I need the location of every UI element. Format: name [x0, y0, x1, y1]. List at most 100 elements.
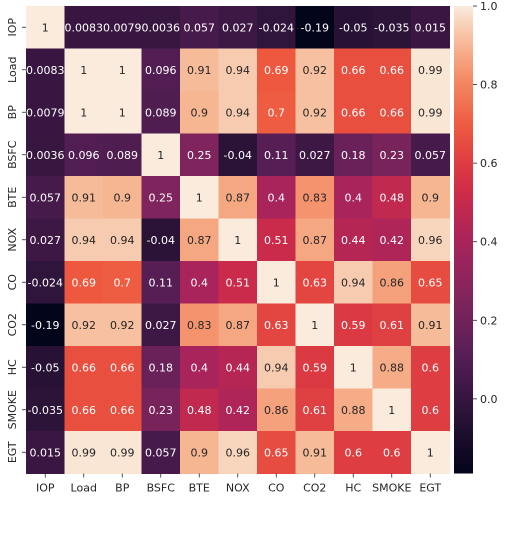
y-axis-ticks: IOP Load BP BSFC BTE NOX CO CO2 HC SMOKE EGT: [6, 18, 26, 463]
heatmap-cell-BTE-BP: [103, 176, 142, 219]
cell-value-label-CO2-HC: 0.59: [341, 319, 366, 332]
heatmap-cell-NOX-HC: [334, 218, 373, 262]
heatmap-cell-Load-BP: [103, 48, 142, 92]
colorbar-tick-label-4: 0.8: [480, 79, 498, 92]
cell-value-label-HC-CO: 0.94: [264, 361, 289, 374]
cell-value-label-BSFC-CO2: 0.027: [299, 149, 331, 162]
heatmap-cell-HC-BP: [103, 346, 142, 389]
heatmap-cell-NOX-Load: [64, 218, 104, 262]
cell-value-label-CO-BP: 0.7: [114, 276, 132, 289]
cell-value-label-IOP-NOX: 0.027: [222, 21, 254, 34]
heatmap-cell-SMOKE-CO: [257, 388, 296, 432]
heatmap-cell-HC-IOP: [26, 346, 65, 389]
heatmap-cell-SMOKE-BSFC: [141, 388, 181, 432]
cell-value-label-CO-CO2: 0.63: [303, 276, 328, 289]
y-tick-label-CO2: CO2: [6, 313, 19, 336]
heatmap-cell-NOX-EGT: [411, 218, 450, 262]
heatmap-cell-BTE-BTE: [180, 176, 219, 219]
cell-value-label-CO-NOX: 0.51: [226, 276, 251, 289]
cell-value-label-Load-EGT: 0.99: [418, 64, 443, 77]
heatmap-cell-BP-SMOKE: [372, 91, 412, 134]
heatmap-cell-EGT-BTE: [180, 431, 219, 474]
heatmap-cell-SMOKE-BP: [103, 388, 142, 432]
heatmap-cell-BSFC-EGT: [411, 133, 450, 177]
heatmap-cell-CO2-Load: [64, 303, 104, 347]
cell-value-label-HC-BSFC: 0.18: [149, 361, 174, 374]
x-tick-label-BP: BP: [115, 482, 130, 495]
cell-value-label-BSFC-NOX: -0.04: [224, 149, 252, 162]
heatmap-cell-NOX-CO: [257, 218, 296, 262]
heatmap-cell-EGT-HC: [334, 431, 373, 474]
y-tick-label-SMOKE: SMOKE: [6, 390, 19, 429]
heatmap-cell-BTE-SMOKE: [372, 176, 412, 219]
heatmap-cell-BP-HC: [334, 91, 373, 134]
heatmap-cell-NOX-SMOKE: [372, 218, 412, 262]
x-tick-label-BSFC: BSFC: [147, 482, 176, 495]
heatmap-cell-SMOKE-NOX: [218, 388, 258, 432]
y-tick-label-NOX: NOX: [6, 227, 19, 251]
cell-value-label-CO-EGT: 0.65: [418, 276, 443, 289]
heatmap-cell-NOX-BTE: [180, 218, 219, 262]
cell-value-label-NOX-IOP: 0.027: [30, 234, 62, 247]
heatmap-cell-BP-NOX: [218, 91, 258, 134]
cell-value-label-IOP-BTE: 0.057: [184, 21, 216, 34]
colorbar-tick-label-1: 0.2: [480, 314, 498, 327]
heatmap-cell-CO-HC: [334, 261, 373, 304]
heatmap-cell-EGT-CO: [257, 431, 296, 474]
heatmap-cell-BP-BTE: [180, 91, 219, 134]
cell-value-label-Load-CO2: 0.92: [303, 64, 328, 77]
cell-value-label-NOX-BTE: 0.87: [187, 234, 212, 247]
heatmap-cell-EGT-Load: [64, 431, 104, 474]
heatmap-cell-IOP-CO2: [295, 6, 335, 49]
cell-value-label-IOP-HC: -0.05: [339, 21, 367, 34]
heatmap-cell-SMOKE-HC: [334, 388, 373, 432]
cell-value-label-BSFC-BTE: 0.25: [187, 149, 212, 162]
cell-value-label-Load-HC: 0.66: [341, 64, 366, 77]
heatmap-cell-Load-IOP: [26, 48, 65, 92]
heatmap-cell-SMOKE-EGT: [411, 388, 450, 432]
cell-value-label-SMOKE-HC: 0.88: [341, 404, 366, 417]
heatmap-cell-CO2-BTE: [180, 303, 219, 347]
cell-value-label-BTE-CO: 0.4: [268, 191, 286, 204]
heatmap-cell-IOP-BSFC: [141, 6, 181, 49]
heatmap-cell-EGT-BSFC: [141, 431, 181, 474]
x-tick-label-Load: Load: [71, 482, 97, 495]
heatmap-cell-BSFC-HC: [334, 133, 373, 177]
cell-value-label-BTE-HC: 0.4: [345, 191, 363, 204]
cell-value-label-SMOKE-Load: 0.66: [72, 404, 97, 417]
heatmap-cell-HC-NOX: [218, 346, 258, 389]
heatmap-cell-BSFC-BTE: [180, 133, 219, 177]
cell-value-label-HC-NOX: 0.44: [226, 361, 251, 374]
cell-value-label-SMOKE-CO2: 0.61: [303, 404, 328, 417]
cell-value-label-NOX-SMOKE: 0.42: [380, 234, 405, 247]
y-tick-label-IOP: IOP: [6, 18, 19, 37]
cell-value-label-SMOKE-BTE: 0.48: [187, 404, 212, 417]
cell-value-label-SMOKE-BSFC: 0.23: [149, 404, 174, 417]
y-tick-label-HC: HC: [6, 359, 19, 375]
y-tick-label-BTE: BTE: [6, 187, 19, 208]
cell-value-label-CO2-BP: 0.92: [110, 319, 135, 332]
heatmap-cell-IOP-SMOKE: [372, 6, 412, 49]
cell-value-label-BP-NOX: 0.94: [226, 106, 251, 119]
heatmap-cell-Load-CO2: [295, 48, 335, 92]
heatmap-cell-BP-BSFC: [141, 91, 181, 134]
heatmap-cell-CO-NOX: [218, 261, 258, 304]
heatmap-cell-IOP-IOP: [26, 6, 65, 49]
cell-value-label-EGT-NOX: 0.96: [226, 446, 251, 459]
heatmap-cell-CO-BTE: [180, 261, 219, 304]
cell-value-label-BSFC-HC: 0.18: [341, 149, 366, 162]
x-tick-label-NOX: NOX: [226, 482, 250, 495]
cell-value-label-BP-HC: 0.66: [341, 106, 366, 119]
cell-value-label-IOP-CO: -0.024: [259, 21, 294, 34]
colorbar-gradient: [454, 6, 473, 474]
cell-value-label-SMOKE-BP: 0.66: [110, 404, 135, 417]
heatmap-cell-EGT-IOP: [26, 431, 65, 474]
cell-value-label-CO2-IOP: -0.19: [31, 319, 59, 332]
heatmap-cell-IOP-CO: [257, 6, 296, 49]
cell-value-label-Load-CO: 0.69: [264, 64, 289, 77]
cell-value-label-BTE-IOP: 0.057: [30, 191, 62, 204]
heatmap-cell-IOP-NOX: [218, 6, 258, 49]
heatmap-cell-SMOKE-CO2: [295, 388, 335, 432]
heatmap-cell-BSFC-Load: [64, 133, 104, 177]
cell-value-label-CO2-BSFC: 0.027: [145, 319, 177, 332]
